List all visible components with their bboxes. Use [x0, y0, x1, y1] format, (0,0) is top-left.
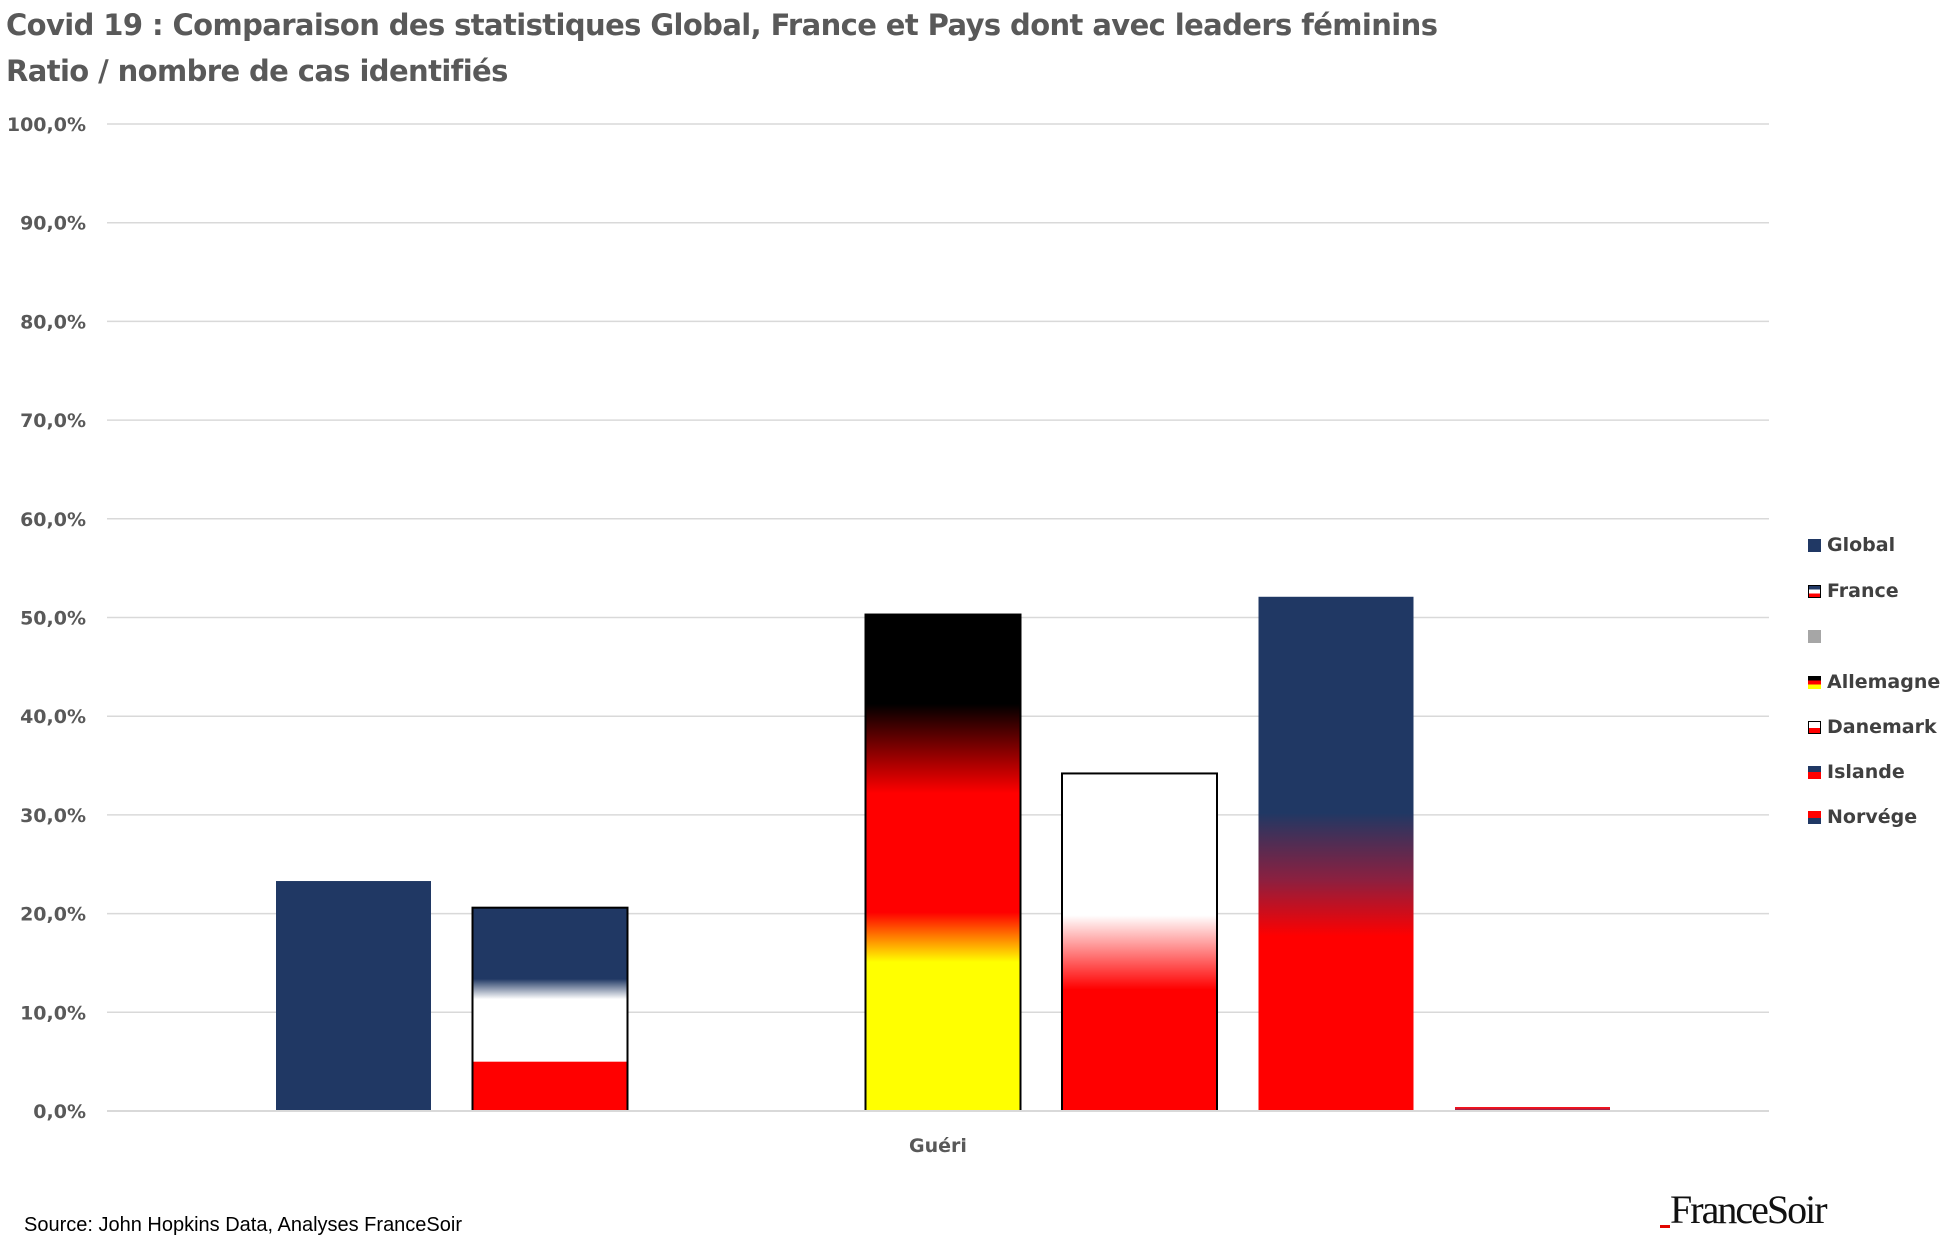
bar-islande [1258, 596, 1414, 1111]
legend-swatch-icon [1808, 720, 1821, 734]
legend-label: Allemagne [1827, 671, 1940, 693]
y-tick-label: 100,0% [7, 114, 86, 136]
y-tick-label: 40,0% [20, 706, 86, 728]
bar-allemagne [864, 613, 1022, 1112]
y-tick-label: 30,0% [20, 805, 86, 827]
chart-title: Covid 19 : Comparaison des statistiques … [6, 8, 1438, 42]
bar-france [471, 906, 629, 1112]
legend-item-global: Global [1808, 530, 1895, 560]
legend-item-allemagne: Allemagne [1808, 667, 1940, 697]
legend-label: Global [1827, 534, 1896, 556]
bar-norvege [1455, 1107, 1610, 1111]
y-tick-label: 0,0% [33, 1101, 86, 1123]
legend-label: Norvége [1827, 806, 1918, 828]
y-tick-label: 50,0% [20, 608, 86, 630]
legend-item-norvege: Norvége [1808, 802, 1917, 832]
chart-subtitle: Ratio / nombre de cas identifiés [6, 54, 508, 88]
legend-swatch-icon [1808, 629, 1821, 643]
legend-swatch-icon [1808, 765, 1821, 779]
legend-item-islande: Islande [1808, 757, 1905, 787]
y-tick-label: 20,0% [20, 904, 86, 926]
y-tick-label: 70,0% [20, 410, 86, 432]
legend-swatch-icon [1808, 810, 1821, 824]
y-tick-label: 10,0% [20, 1002, 86, 1024]
legend-swatch-icon [1808, 675, 1821, 689]
y-tick-label: 90,0% [20, 213, 86, 235]
logo-text: FranceSoir [1670, 1187, 1828, 1232]
x-category-label: Guéri [909, 1135, 967, 1157]
legend-label: Islande [1827, 761, 1905, 783]
bar-group [276, 596, 1610, 1112]
legend-swatch-icon [1808, 584, 1821, 598]
y-tick-label: 60,0% [20, 509, 86, 531]
legend-item-unnamed [1808, 621, 1827, 651]
francesoir-logo: FranceSoir [1660, 1182, 1920, 1242]
y-tick-label: 80,0% [20, 311, 86, 333]
legend-item-danemark: Danemark [1808, 712, 1937, 742]
source-note: Source: John Hopkins Data, Analyses Fran… [24, 1214, 462, 1236]
legend-label: France [1827, 580, 1899, 602]
legend-swatch-icon [1808, 538, 1821, 552]
bar-danemark [1061, 772, 1218, 1112]
y-axis: 0,0% 10,0% 20,0% 30,0% 40,0% 50,0% 60,0% 70,0% 8… [7, 114, 86, 1123]
bar-global [276, 881, 431, 1111]
logo-dash [1660, 1225, 1670, 1228]
legend-label: Danemark [1827, 716, 1937, 738]
legend-item-france: France [1808, 576, 1899, 606]
